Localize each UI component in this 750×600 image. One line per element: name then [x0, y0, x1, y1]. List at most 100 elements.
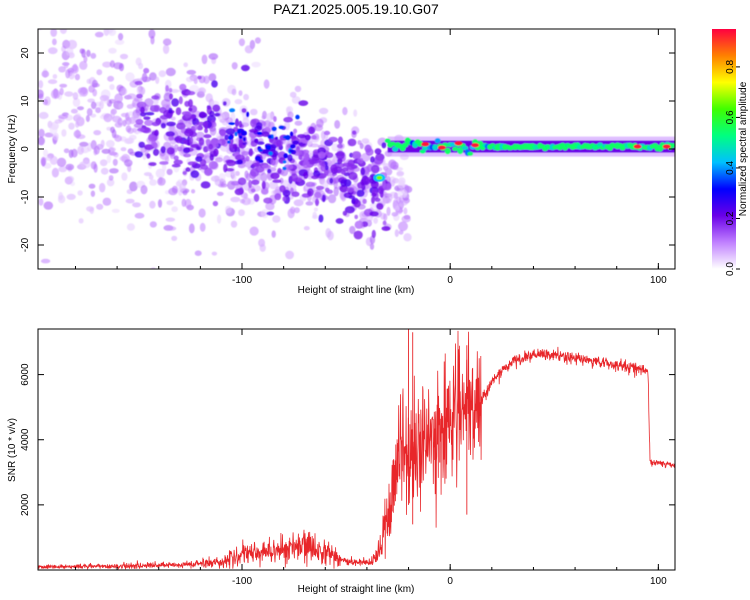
carrier-segment	[462, 145, 469, 151]
spectrum-blob	[204, 120, 208, 130]
spectrum-blob	[249, 226, 259, 236]
spectrum-blob	[354, 220, 364, 229]
spectrum-blob	[59, 83, 68, 88]
spectrum-blob	[361, 138, 370, 144]
spectrum-blob	[303, 226, 310, 231]
carrier-segment	[444, 147, 451, 155]
spectrum-blob	[373, 217, 378, 224]
spectrum-blob	[134, 151, 144, 158]
spectrum-blob	[168, 187, 178, 196]
carrier-segment	[669, 143, 675, 148]
spectrum-blob	[94, 145, 100, 155]
spectrum-blob	[120, 87, 128, 96]
spectrum-blob	[398, 230, 404, 235]
spectrum-blob	[63, 62, 69, 69]
spectrum-blob	[38, 89, 44, 99]
spectrum-blob	[250, 119, 257, 128]
spectrum-blob	[289, 91, 297, 98]
spectrum-blob	[148, 29, 156, 39]
spectrum-blob	[124, 159, 133, 167]
spectrum-blob	[248, 128, 258, 133]
spectrum-blob	[200, 181, 211, 189]
y-tick-label: 0	[20, 146, 31, 152]
spectrum-blob	[182, 170, 187, 175]
spectrum-blob	[342, 107, 348, 116]
spectrum-blob	[127, 148, 134, 154]
spectrum-blob	[106, 178, 115, 187]
spectrum-blob	[316, 118, 324, 128]
spectrum-blob	[276, 139, 282, 147]
spectrum-blob	[59, 87, 64, 96]
spectrum-blob	[236, 159, 243, 165]
spectrum-blob	[94, 31, 104, 38]
spectrum-blob	[337, 136, 343, 145]
spectrum-blob	[135, 118, 144, 125]
spectrum-blob	[279, 177, 284, 184]
spectrum-blob	[339, 185, 349, 193]
spectrum-blob	[272, 179, 282, 183]
spectrum-blob	[177, 11, 183, 17]
spectrum-blob	[205, 93, 213, 103]
spectrum-blob	[277, 168, 282, 174]
spectrum-blob	[293, 128, 298, 134]
spectrum-blob	[144, 111, 155, 116]
spectrum-blob	[197, 75, 202, 80]
spectrum-blob	[165, 67, 176, 77]
snr-frame	[37, 328, 676, 571]
spectrum-blob	[155, 168, 165, 179]
spectrum-blob	[140, 185, 148, 195]
spectrum-blob	[198, 208, 206, 218]
spectrum-blob	[112, 158, 118, 166]
spectrum-blob	[168, 107, 173, 114]
spectrum-blob	[182, 189, 188, 196]
spectrum-blob	[208, 161, 218, 170]
spectrum-blob	[292, 140, 299, 145]
spectrum-blob	[114, 135, 122, 142]
spectrum-blob	[160, 146, 166, 154]
carrier-peak	[454, 141, 463, 146]
spectrum-blob	[171, 98, 180, 107]
spectrum-blob	[139, 112, 147, 117]
spectrum-blob	[311, 175, 319, 180]
spectrum-blob	[369, 211, 379, 217]
spectrum-blob	[362, 198, 367, 204]
spectrum-blob	[348, 195, 356, 200]
spectrum-blob	[109, 84, 115, 90]
spectrum-blob	[250, 108, 258, 116]
spectrum-blob	[89, 207, 95, 215]
spectrum-blob	[192, 75, 199, 82]
spectrum-blob	[235, 154, 245, 161]
spectrum-blob	[253, 193, 260, 202]
spectrum-blob	[201, 54, 208, 65]
spectrum-blob	[78, 218, 84, 224]
spectrum-blob	[50, 89, 61, 100]
spectrum-blob	[134, 80, 143, 86]
snr-series	[38, 329, 675, 570]
spectrum-blob	[262, 164, 271, 169]
spectrum-blob	[213, 148, 219, 157]
spectrum-blob	[208, 143, 214, 150]
spectrum-blob	[109, 60, 115, 68]
spectrum-blob	[196, 125, 203, 131]
spectrum-blob	[100, 167, 109, 175]
carrier-peak	[471, 142, 480, 148]
spectrum-blob	[364, 144, 372, 153]
colorbar-tick-label: 0.0	[725, 262, 736, 276]
spectrum-blob	[220, 144, 230, 152]
spectrum-blob	[278, 125, 284, 130]
carrier-segment	[467, 151, 474, 156]
spectrum-blob	[196, 121, 206, 126]
spectrum-blob	[79, 48, 85, 54]
spectrum-blob	[283, 116, 293, 123]
spectrum-blob	[149, 221, 157, 228]
spectrum-blob	[208, 53, 219, 60]
spectrum-blob	[93, 163, 98, 173]
spectrum-blob	[118, 103, 124, 109]
spectrum-blob	[287, 154, 293, 162]
spectrum-blob	[66, 193, 76, 200]
carrier-segment	[457, 147, 464, 155]
spectrum-blob	[260, 209, 269, 219]
spectrum-blob	[199, 222, 206, 232]
spectrum-blob	[263, 79, 270, 89]
spectrum-blob	[398, 221, 408, 232]
